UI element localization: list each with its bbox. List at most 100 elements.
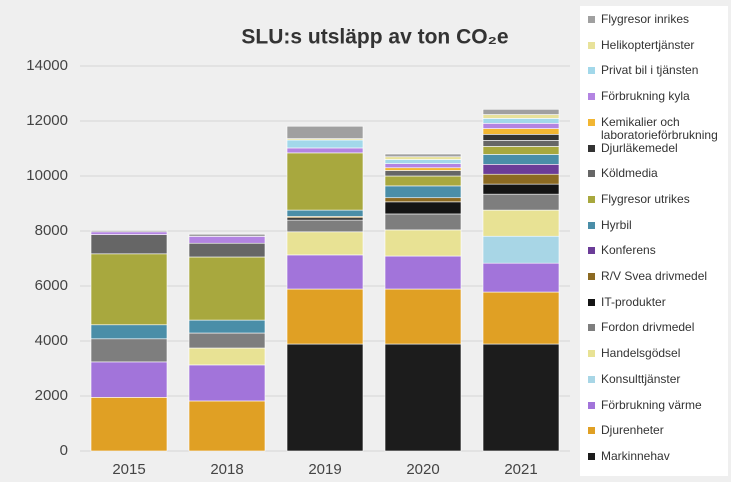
bar-segment (90, 253, 168, 326)
legend-swatch (588, 118, 595, 126)
y-tick-label: 8000 (35, 222, 68, 239)
legend-swatch (588, 273, 595, 280)
legend-label: Flygresor utrikes (601, 191, 690, 206)
legend-item: Djurläkemedel (588, 140, 726, 155)
bar-segment (90, 338, 168, 363)
legend: Markinnehav Djurenheter Förbrukning värme K… (580, 6, 728, 476)
bar-segment (384, 153, 462, 158)
legend-swatch (588, 195, 595, 203)
bar-segment (286, 217, 364, 221)
legend-swatch (588, 93, 595, 101)
legend-item: Privat bil i tjänsten (588, 64, 726, 77)
bar-segment (286, 139, 364, 149)
bar-segment (384, 156, 462, 160)
legend-label: Förbrukning värme (601, 397, 702, 412)
bar-segment (188, 400, 266, 452)
x-tick-label: 2020 (406, 461, 439, 478)
x-tick-label: 2021 (504, 461, 537, 478)
bar-segment (482, 154, 560, 165)
legend-item: Köldmedia (588, 167, 726, 180)
bar-segment (482, 173, 560, 185)
legend-label: IT-produkter (601, 294, 666, 309)
bar-segment (188, 233, 266, 237)
bar-segment (286, 288, 364, 345)
x-tick-label: 2019 (308, 461, 341, 478)
legend-label: Djurenheter (601, 423, 664, 438)
bar-segment (188, 364, 266, 402)
y-tick-label: 0 (60, 442, 68, 459)
bar-segment (482, 118, 560, 124)
legend-label: Förbrukning kyla (601, 89, 690, 104)
legend-item: Markinnehav (588, 448, 726, 463)
bar-segment (188, 347, 266, 366)
bar-segment (384, 159, 462, 164)
bar-segment (90, 397, 168, 452)
legend-label: Fordon drivmedel (601, 320, 695, 335)
y-tick-label: 4000 (35, 332, 68, 349)
legend-item: Handelsgödsel (588, 347, 726, 360)
legend-item: Flygresor inrikes (588, 13, 726, 26)
bar-segment (286, 219, 364, 233)
bar-segment (286, 254, 364, 290)
legend-swatch (588, 16, 595, 23)
legend-item: Flygresor utrikes (588, 191, 726, 206)
legend-label: Konferens (601, 243, 656, 258)
legend-item: Kemikalier och laboratorieförbrukning (588, 115, 726, 142)
bar-segment (482, 114, 560, 119)
bar-segment (482, 123, 560, 129)
legend-item: R/V Svea drivmedel (588, 270, 726, 283)
bar-segment (286, 343, 364, 452)
y-tick-label: 14000 (26, 57, 68, 74)
legend-swatch (588, 221, 595, 229)
y-tick-label: 12000 (26, 112, 68, 129)
bar-segment (482, 291, 560, 345)
legend-swatch (588, 298, 595, 306)
bar-segment (482, 146, 560, 155)
bar-segment (482, 343, 560, 452)
bar-segment (482, 235, 560, 264)
bar-segment (384, 229, 462, 257)
bar-segment (90, 324, 168, 340)
legend-label: Köldmedia (601, 166, 658, 181)
bar-segment (188, 332, 266, 349)
legend-label: Helikoptertjänster (601, 37, 695, 52)
legend-swatch (588, 350, 595, 358)
y-tick-label: 2000 (35, 387, 68, 404)
legend-item: Konferens (588, 244, 726, 257)
legend-swatch (588, 452, 595, 460)
legend-label: Hyrbil (601, 217, 632, 232)
bar-segment (482, 140, 560, 147)
bar-segment (188, 256, 266, 321)
legend-swatch (588, 401, 595, 409)
chart: SLU:s utsläpp av ton CO₂e 0 2000 4000 6000 8… (26, 26, 570, 478)
legend-swatch (588, 67, 595, 75)
legend-item: Förbrukning värme (588, 397, 726, 412)
bar-segment (384, 185, 462, 199)
legend-item: Fordon drivmedel (588, 321, 726, 334)
legend-label: Markinnehav (601, 448, 670, 463)
bar-segment (384, 213, 462, 231)
legend-item: Konsulttjänster (588, 372, 726, 386)
bar-segment (384, 255, 462, 290)
x-tick-label: 2015 (112, 461, 145, 478)
chart-title: SLU:s utsläpp av ton CO₂e (241, 26, 508, 49)
legend-item: Hyrbil (588, 217, 726, 232)
legend-swatch (588, 170, 595, 178)
legend-label: Djurläkemedel (601, 140, 678, 155)
bar-segment (482, 209, 560, 237)
bar-segment (90, 234, 168, 255)
bar-segment (482, 262, 560, 293)
bar-segment (384, 163, 462, 169)
bar-segment (384, 343, 462, 452)
bar-segment (384, 288, 462, 345)
legend-swatch (588, 247, 595, 255)
bar-segment (188, 236, 266, 244)
bar-segment (286, 209, 364, 217)
bar-segment (482, 134, 560, 141)
legend-swatch (588, 144, 595, 152)
bar-segment (384, 170, 462, 177)
bar-segment (384, 175, 462, 187)
legend-label: Flygresor inrikes (601, 12, 690, 26)
bar-segment (482, 183, 560, 195)
